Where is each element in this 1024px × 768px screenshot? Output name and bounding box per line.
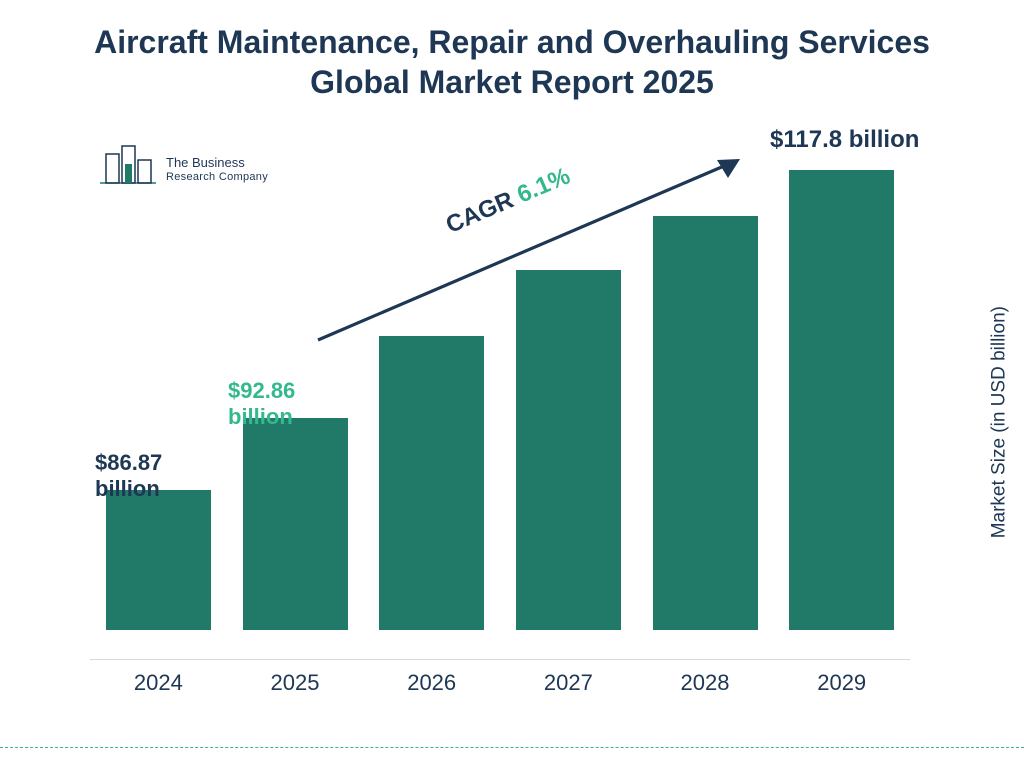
- x-label: 2024: [90, 670, 227, 696]
- x-label: 2025: [227, 670, 364, 696]
- bar-2026: [379, 336, 484, 630]
- x-label: 2029: [773, 670, 910, 696]
- value-label-2025: $92.86billion: [228, 378, 295, 431]
- bar-2029: [789, 170, 894, 630]
- x-label: 2028: [637, 670, 774, 696]
- bottom-divider: [0, 747, 1024, 748]
- x-label: 2027: [500, 670, 637, 696]
- y-axis-label: Market Size (in USD billion): [988, 306, 1010, 538]
- value-label-2024: $86.87billion: [95, 450, 162, 503]
- value-label-2029: $117.8 billion: [770, 126, 919, 155]
- x-axis-line: [90, 659, 910, 660]
- bar-2028: [653, 216, 758, 630]
- bar-2027: [516, 270, 621, 630]
- bar-2025: [243, 418, 348, 630]
- x-label: 2026: [363, 670, 500, 696]
- chart-title: Aircraft Maintenance, Repair and Overhau…: [0, 22, 1024, 102]
- x-axis-labels: 2024 2025 2026 2027 2028 2029: [90, 670, 910, 696]
- bars-container: [90, 100, 910, 630]
- bar-2024: [106, 490, 211, 630]
